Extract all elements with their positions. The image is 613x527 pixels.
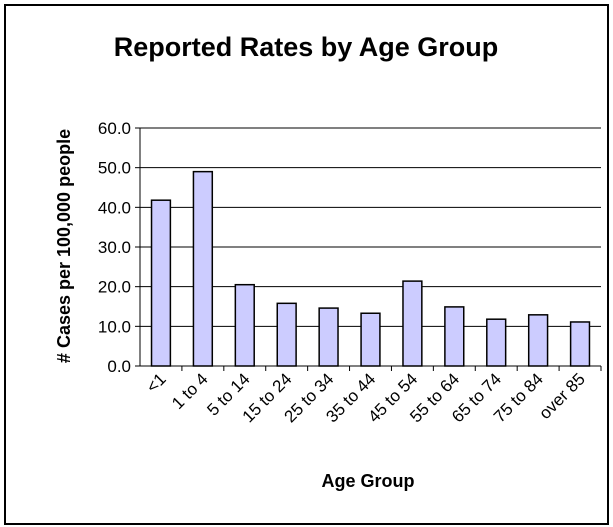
bar [527, 314, 549, 367]
y-tick-label: 50.0 [98, 159, 131, 178]
y-tick-label: 0.0 [107, 357, 131, 376]
bar [402, 280, 423, 367]
bar [234, 283, 255, 367]
y-tick-label: 30.0 [98, 238, 131, 257]
y-tick-label: 40.0 [98, 198, 131, 217]
x-tick-label: over 85 [535, 369, 589, 423]
bar [486, 318, 507, 367]
chart-frame [4, 4, 609, 525]
y-tick-label: 20.0 [98, 278, 131, 297]
bar [318, 307, 339, 367]
y-axis-label: # Cases per 100,000 people [54, 129, 74, 363]
gridlines [135, 127, 601, 367]
x-axis-label: Age Group [322, 471, 415, 491]
bar [276, 302, 297, 367]
bar [360, 312, 381, 367]
axes [135, 128, 602, 371]
x-tick-label: <1 [143, 369, 170, 396]
bar [444, 306, 465, 367]
y-tick-label: 60.0 [98, 119, 131, 138]
y-tick-label: 10.0 [98, 317, 131, 336]
bar [150, 199, 172, 367]
y-tick-labels: 0.0 10.0 20.0 30.0 40.0 50.0 60.0 [98, 119, 131, 376]
bar [192, 170, 214, 367]
bar [569, 321, 591, 367]
bars [150, 170, 591, 367]
chart-title: Reported Rates by Age Group [114, 32, 499, 62]
